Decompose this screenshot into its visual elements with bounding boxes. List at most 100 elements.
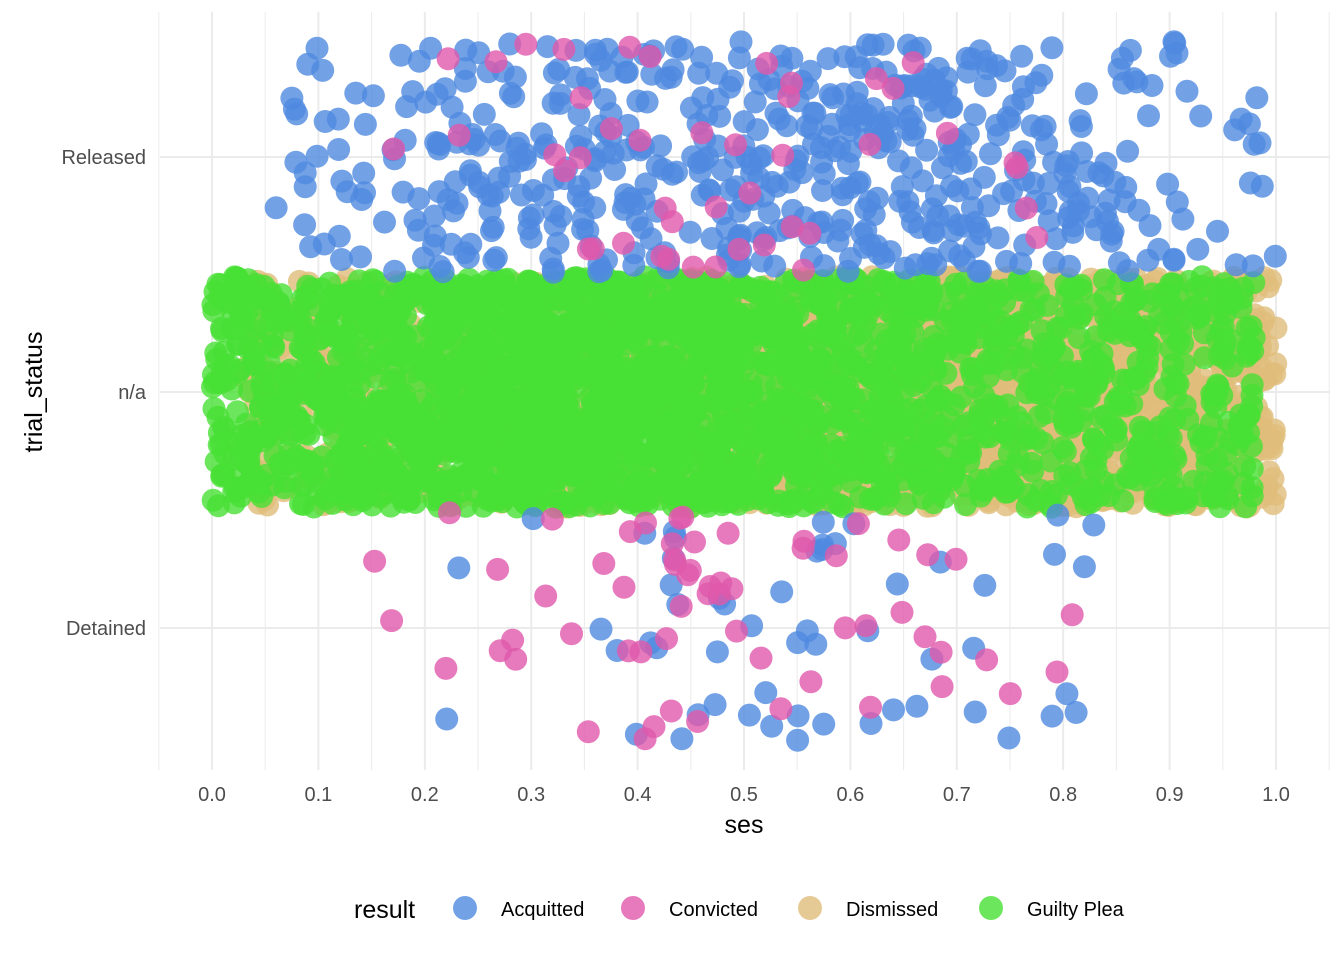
data-point [694, 379, 717, 402]
data-point [478, 486, 501, 509]
data-point [817, 377, 840, 400]
data-point [1196, 453, 1219, 476]
data-point [266, 415, 289, 438]
data-point [591, 479, 614, 502]
data-point [853, 313, 876, 336]
data-point [503, 401, 526, 424]
data-point [799, 286, 822, 309]
data-point [452, 469, 475, 492]
data-point [954, 493, 977, 516]
data-point [739, 428, 762, 451]
data-point [1031, 431, 1054, 454]
data-point [851, 361, 874, 384]
data-point [455, 348, 478, 371]
data-point [403, 325, 426, 348]
data-point [656, 297, 679, 320]
data-point [365, 438, 388, 461]
data-point [979, 299, 1002, 322]
data-point [701, 340, 724, 363]
data-point [324, 325, 347, 348]
data-point [729, 455, 752, 478]
data-point [465, 443, 488, 466]
data-point [651, 410, 674, 433]
data-point [342, 493, 365, 516]
data-point [340, 297, 363, 320]
data-point [313, 404, 336, 427]
data-point [517, 457, 540, 480]
data-point [1059, 473, 1082, 496]
data-point [1088, 484, 1111, 507]
data-point [941, 468, 964, 491]
data-point [725, 301, 748, 324]
data-point [424, 417, 447, 440]
data-point [1219, 292, 1242, 315]
data-point [585, 389, 608, 412]
data-point [361, 302, 384, 325]
data-point [778, 455, 801, 478]
data-point [569, 331, 592, 354]
data-point [512, 353, 535, 376]
data-point [383, 260, 406, 283]
data-point [528, 383, 551, 406]
data-point [557, 278, 580, 301]
data-point [914, 441, 937, 464]
data-point [689, 412, 712, 435]
data-point [914, 299, 937, 322]
data-point [1136, 347, 1159, 370]
data-point [1063, 379, 1086, 402]
data-point [524, 406, 547, 429]
data-point [387, 448, 410, 471]
data-point [348, 269, 371, 292]
data-point [626, 394, 649, 417]
data-point [717, 375, 740, 398]
data-point [518, 270, 541, 293]
data-point [1116, 465, 1139, 488]
data-point [773, 293, 796, 316]
data-point [1032, 340, 1055, 363]
data-point [670, 475, 693, 498]
data-point [1129, 433, 1152, 456]
data-point [863, 398, 886, 421]
data-point [1240, 395, 1263, 418]
data-point [710, 417, 733, 440]
data-point [218, 354, 241, 377]
data-point [1241, 485, 1264, 508]
data-point [700, 489, 723, 512]
data-point [1154, 377, 1177, 400]
data-point [966, 326, 989, 349]
data-point [828, 357, 851, 380]
data-point [1116, 140, 1139, 163]
data-point [1120, 291, 1143, 314]
data-point [620, 288, 643, 311]
data-point [342, 462, 365, 485]
data-point [786, 422, 809, 445]
data-point [923, 409, 946, 432]
data-point [235, 451, 258, 474]
data-point [749, 276, 772, 299]
data-point [478, 299, 501, 322]
data-point [217, 291, 240, 314]
data-point [1160, 427, 1183, 450]
data-point [495, 449, 518, 472]
data-point [357, 399, 380, 422]
data-point [481, 272, 504, 295]
data-point [1016, 496, 1039, 519]
data-point [1241, 457, 1264, 480]
data-point [822, 317, 845, 340]
data-point [1054, 440, 1077, 463]
data-point [1161, 487, 1184, 510]
data-point [473, 103, 496, 126]
data-point [889, 336, 912, 359]
data-point [562, 356, 585, 379]
data-point [373, 211, 396, 234]
data-point [912, 487, 935, 510]
data-point [995, 347, 1018, 370]
data-point [327, 138, 350, 161]
data-point [415, 358, 438, 381]
data-point [425, 292, 448, 315]
data-point [682, 357, 705, 380]
data-point [1080, 446, 1103, 469]
data-point [421, 470, 444, 493]
data-point [996, 394, 1019, 417]
